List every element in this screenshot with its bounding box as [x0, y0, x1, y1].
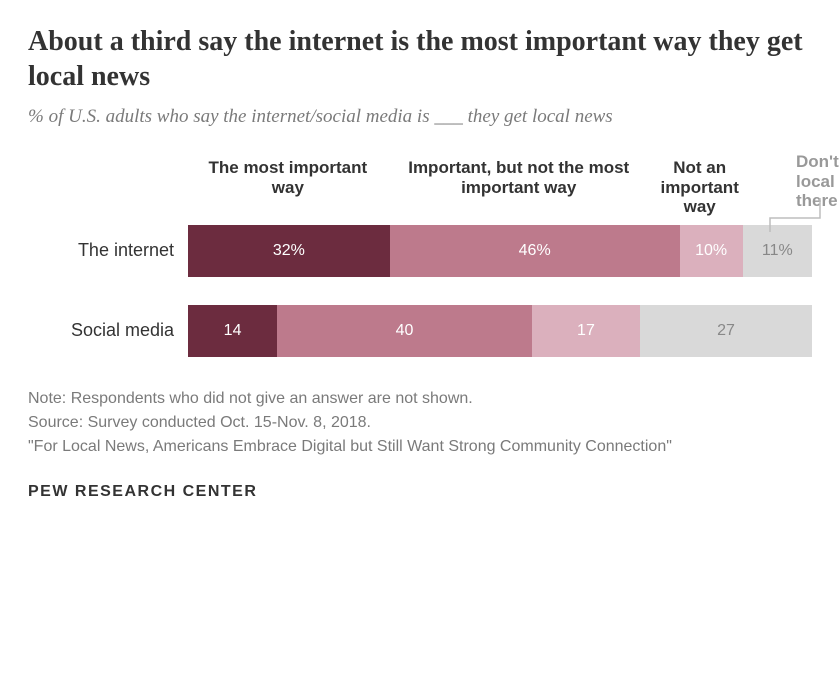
- note-line: "For Local News, Americans Embrace Digit…: [28, 435, 812, 459]
- note-line: Source: Survey conducted Oct. 15-Nov. 8,…: [28, 411, 812, 435]
- note-line: Note: Respondents who did not give an an…: [28, 387, 812, 411]
- footer-attribution: PEW RESEARCH CENTER: [28, 483, 812, 501]
- row-label: The internet: [38, 240, 188, 261]
- bar-segment-most-important: 32%: [188, 225, 390, 277]
- bar-segment-most-important: 14: [188, 305, 277, 357]
- callout-connector: [770, 200, 840, 240]
- chart-area: The most important way Important, but no…: [38, 158, 812, 357]
- header-most-important: The most important way: [188, 158, 388, 217]
- chart-subtitle: % of U.S. adults who say the internet/so…: [28, 106, 812, 128]
- bar-row-social-media: Social media 14 40 17 27: [38, 305, 812, 357]
- bar-segment-not-important: 10%: [680, 225, 743, 277]
- bar-segment-important-not-most: 46%: [390, 225, 680, 277]
- bar-row-internet: The internet 32% 46% 10% 11%: [38, 225, 812, 277]
- bar-segment-dont-get: 27: [640, 305, 812, 357]
- header-not-important: Not an important way: [650, 158, 750, 217]
- stacked-bar: 32% 46% 10% 11%: [188, 225, 812, 277]
- chart-title: About a third say the internet is the mo…: [28, 24, 812, 94]
- column-headers: The most important way Important, but no…: [38, 158, 812, 217]
- header-important-not-most: Important, but not the most important wa…: [388, 158, 650, 217]
- chart-notes: Note: Respondents who did not give an an…: [28, 387, 812, 459]
- bar-segment-not-important: 17: [532, 305, 640, 357]
- stacked-bar: 14 40 17 27: [188, 305, 812, 357]
- bar-segment-important-not-most: 40: [277, 305, 532, 357]
- row-label: Social media: [38, 320, 188, 341]
